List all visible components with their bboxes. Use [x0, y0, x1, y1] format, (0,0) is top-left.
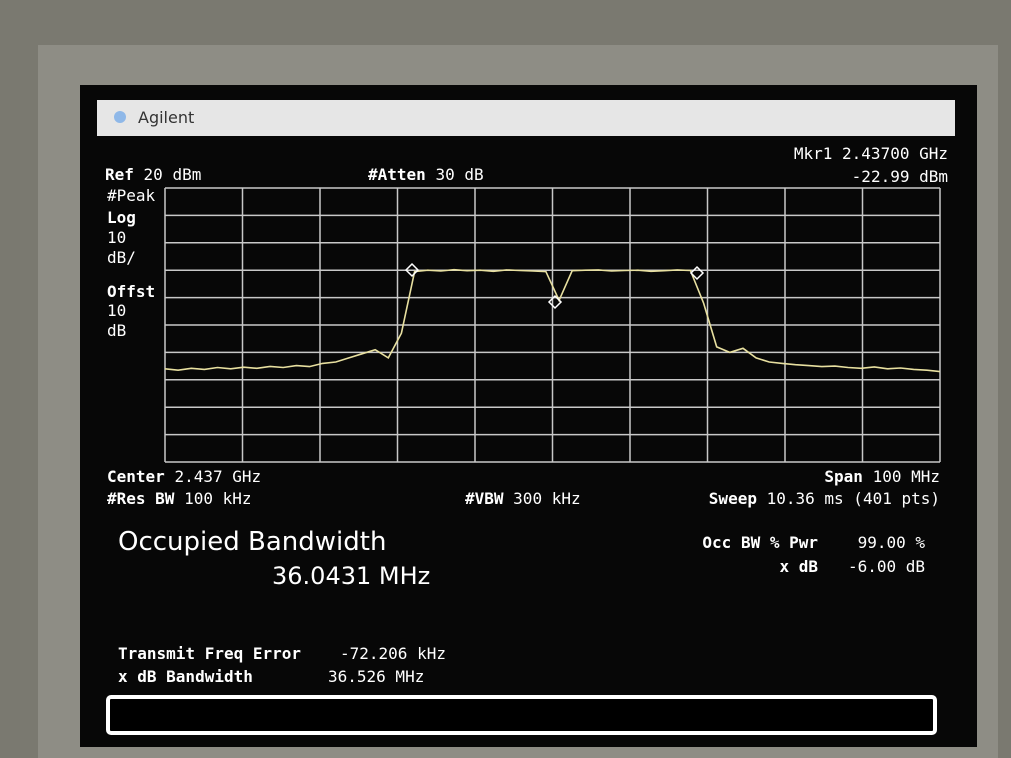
param-value: -6.00 dB [848, 557, 925, 576]
screen [80, 85, 977, 747]
marker-diamond [547, 294, 563, 310]
scale-label: Log [107, 208, 136, 227]
marker-diamond [689, 265, 705, 281]
value: 30 dB [435, 165, 483, 184]
span: Span 100 MHz [824, 467, 940, 486]
label: Ref [105, 165, 134, 184]
trace [164, 268, 941, 373]
scale-value: 10 [107, 228, 126, 247]
marker-level: -22.99 dBm [852, 167, 948, 186]
label: Mkr1 [794, 144, 833, 163]
value: 300 kHz [513, 489, 580, 508]
value: 2.43700 GHz [842, 144, 948, 163]
detector: #Peak [107, 186, 156, 205]
label: #Res BW [107, 489, 175, 508]
rbw: #Res BW 100 kHz [107, 489, 252, 508]
ref-level: Ref 20 dBm [105, 165, 201, 184]
label: #Atten [368, 165, 426, 184]
center-freq: Center 2.437 GHz [107, 467, 261, 486]
title-bar [97, 100, 955, 136]
measurement-result: 36.0431 MHz [272, 562, 430, 590]
value: 100 MHz [873, 467, 940, 486]
measurement-title: Occupied Bandwidth [118, 527, 386, 557]
attenuation: #Atten 30 dB [368, 165, 484, 184]
offset-label: Offst [107, 282, 155, 301]
marker-diamond [404, 262, 420, 278]
plot [164, 187, 941, 463]
param-label: x dB [779, 557, 818, 576]
vbw: #VBW 300 kHz [465, 489, 581, 508]
value: 10.36 ms (401 pts) [767, 489, 940, 508]
sweep: Sweep 10.36 ms (401 pts) [709, 489, 940, 508]
detail-value: -72.206 kHz [340, 644, 446, 663]
value: 2.437 GHz [174, 467, 261, 486]
label: Center [107, 467, 165, 486]
label: #VBW [465, 489, 504, 508]
detail-label: x dB Bandwidth [118, 667, 253, 686]
value: 100 kHz [184, 489, 251, 508]
value: 20 dBm [144, 165, 202, 184]
offset-value: 10 [107, 301, 126, 320]
label: Span [824, 467, 863, 486]
logo-icon [114, 111, 126, 123]
marker-readout: Mkr1 2.43700 GHz [794, 144, 948, 163]
detail-value: 36.526 MHz [328, 667, 424, 686]
scale-unit: dB/ [107, 248, 136, 267]
param-label: Occ BW % Pwr [702, 533, 818, 552]
offset-unit: dB [107, 321, 126, 340]
detail-label: Transmit Freq Error [118, 644, 301, 663]
brand: Agilent [138, 108, 194, 127]
status-box [106, 695, 937, 735]
param-value: 99.00 % [858, 533, 926, 552]
label: Sweep [709, 489, 757, 508]
